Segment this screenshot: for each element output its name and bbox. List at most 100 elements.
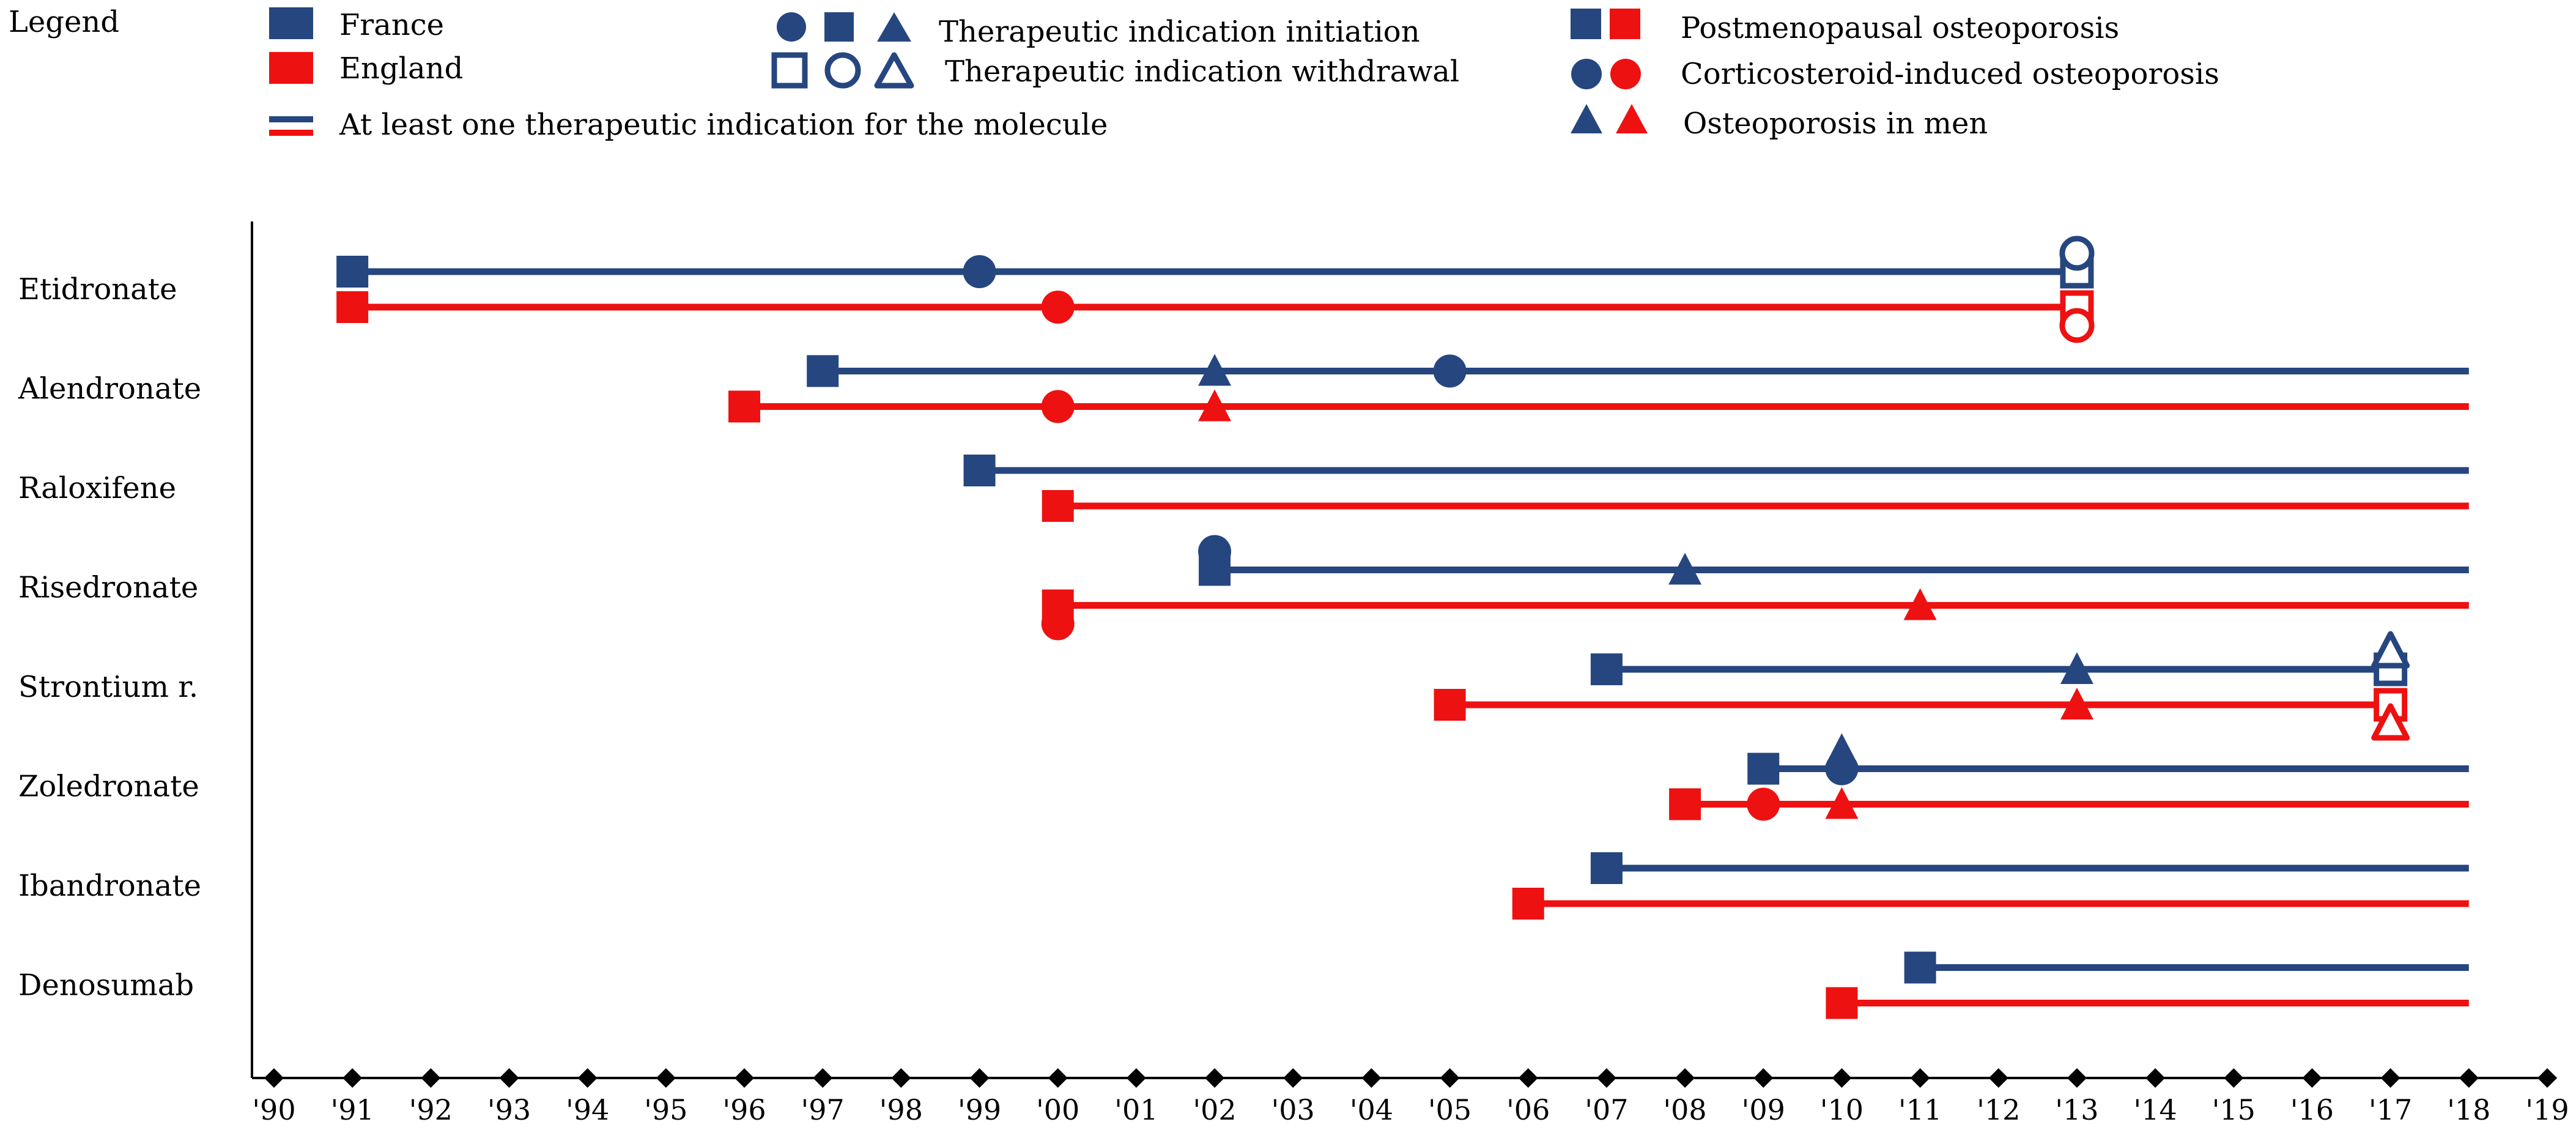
x-tick-marker xyxy=(969,1068,990,1088)
risedronate-england-initiation-circle-marker xyxy=(1041,607,1075,641)
legend-init-label: Therapeutic indication initiation xyxy=(939,15,1420,49)
x-tick-label: '97 xyxy=(801,1093,845,1126)
zoledronate-england-initiation-circle-marker xyxy=(1747,787,1780,821)
x-tick-label: '18 xyxy=(2447,1093,2490,1126)
x-tick-label: '06 xyxy=(1506,1093,1550,1126)
x-tick-marker xyxy=(1361,1068,1382,1088)
x-tick-marker xyxy=(1440,1068,1460,1088)
x-tick-label: '10 xyxy=(1820,1093,1864,1126)
drug-label-strontium-r: Strontium r. xyxy=(18,670,198,704)
x-tick-label: '12 xyxy=(1977,1093,2020,1126)
x-tick-label: '05 xyxy=(1428,1093,1471,1126)
x-tick-marker xyxy=(735,1068,755,1088)
denosumab-england-initiation-square-marker xyxy=(1826,987,1858,1019)
etidronate-england-initiation-circle-marker xyxy=(1041,291,1075,324)
x-tick-label: '11 xyxy=(1898,1093,1942,1126)
x-tick-label: '14 xyxy=(2134,1093,2177,1126)
x-tick-label: '16 xyxy=(2290,1093,2334,1126)
x-tick-marker xyxy=(1675,1068,1695,1088)
zoledronate-england-initiation-square-marker xyxy=(1669,788,1701,820)
x-tick-marker xyxy=(342,1068,363,1088)
legend-pmo-label: Postmenopausal osteoporosis xyxy=(1681,11,2119,45)
x-tick-marker xyxy=(1048,1068,1068,1088)
x-tick-label: '04 xyxy=(1350,1093,1393,1126)
ibandronate-france-initiation-square-marker xyxy=(1590,852,1623,884)
legend-pmo-square-england xyxy=(1610,9,1640,39)
etidronate-france-withdrawal-circle-marker xyxy=(2059,236,2095,271)
legend-men-label: Osteoporosis in men xyxy=(1683,106,1988,141)
x-tick-label: '09 xyxy=(1742,1093,1785,1126)
x-tick-label: '15 xyxy=(2212,1093,2256,1126)
risedronate-france-initiation-triangle-marker xyxy=(1668,552,1702,585)
etidronate-france-initiation-circle-marker xyxy=(963,255,996,288)
strontium-r-france-initiation-triangle-marker xyxy=(2060,652,2093,684)
drug-label-denosumab: Denosumab xyxy=(18,968,194,1003)
drug-label-etidronate: Etidronate xyxy=(18,272,177,307)
legend-init-circle xyxy=(777,12,806,42)
x-tick-marker xyxy=(499,1068,519,1088)
legend-line-label: At least one therapeutic indication for … xyxy=(339,108,1108,142)
x-tick-label: '07 xyxy=(1585,1093,1628,1126)
x-tick-marker xyxy=(2459,1068,2479,1088)
zoledronate-france-initiation-triangle-marker xyxy=(1825,733,1859,765)
x-tick-label: '94 xyxy=(566,1093,609,1126)
zoledronate-england-initiation-triangle-marker xyxy=(1825,787,1859,819)
x-tick-label: '02 xyxy=(1193,1093,1236,1126)
x-tick-label: '90 xyxy=(252,1093,295,1126)
x-tick-marker xyxy=(1518,1068,1538,1088)
x-tick-marker xyxy=(1596,1068,1616,1088)
legend-withdraw-label: Therapeutic indication withdrawal xyxy=(945,54,1459,89)
legend-gio-label: Corticosteroid-induced osteoporosis xyxy=(1681,57,2219,91)
x-tick-label: '13 xyxy=(2055,1093,2098,1126)
drug-label-alendronate: Alendronate xyxy=(18,372,201,406)
legend-line-swatch-england xyxy=(269,130,313,136)
x-tick-marker xyxy=(1910,1068,1930,1088)
legend-england-label: England xyxy=(339,51,463,86)
x-tick-label: '03 xyxy=(1271,1093,1315,1126)
legend-england-swatch xyxy=(269,52,313,84)
x-tick-label: '91 xyxy=(331,1093,374,1126)
raloxifene-england-initiation-square-marker xyxy=(1042,490,1074,522)
x-tick-marker xyxy=(264,1068,284,1088)
x-tick-marker xyxy=(2067,1068,2087,1088)
strontium-r-france-withdrawal-triangle-marker xyxy=(2371,631,2410,669)
x-tick-label: '96 xyxy=(722,1093,766,1126)
x-tick-marker xyxy=(577,1068,598,1088)
timeline-series xyxy=(336,236,2469,1019)
x-axis-ticks: '90 '91 '92 '93 '94 '95 '96 '97 '98 '99 '00 '01 '02 '… xyxy=(252,1068,2569,1126)
legend-withdraw-circle xyxy=(824,52,861,89)
drug-label-zoledronate: Zoledronate xyxy=(18,770,199,804)
legend-pmo-square-france xyxy=(1571,9,1601,39)
x-tick-marker xyxy=(2224,1068,2244,1088)
x-tick-label: '93 xyxy=(487,1093,531,1126)
ibandronate-england-initiation-square-marker xyxy=(1512,888,1544,920)
strontium-r-france-initiation-square-marker xyxy=(1590,653,1623,685)
x-tick-marker xyxy=(2145,1068,2166,1088)
risedronate-france-initiation-circle-marker xyxy=(1198,535,1232,568)
x-tick-marker xyxy=(891,1068,911,1088)
alendronate-france-initiation-circle-marker xyxy=(1433,354,1467,388)
x-tick-label: '92 xyxy=(409,1093,453,1126)
drug-labels: Etidronate Alendronate Raloxifene Risedrona… xyxy=(18,272,201,1003)
alendronate-england-initiation-square-marker xyxy=(728,390,761,423)
x-tick-marker xyxy=(2380,1068,2400,1088)
x-tick-label: '98 xyxy=(879,1093,923,1126)
legend-withdraw-triangle xyxy=(874,52,914,89)
legend-gio-circle-england xyxy=(1610,59,1641,89)
legend-init-square xyxy=(824,12,854,42)
legend-line-swatch-france xyxy=(269,116,313,122)
x-tick-label: '08 xyxy=(1664,1093,1707,1126)
x-tick-marker xyxy=(1126,1068,1146,1088)
strontium-r-england-initiation-triangle-marker xyxy=(2060,688,2093,719)
x-tick-marker xyxy=(1205,1068,1225,1088)
x-tick-label: '17 xyxy=(2369,1093,2412,1126)
legend-init-triangle xyxy=(877,12,911,42)
x-tick-label: '00 xyxy=(1036,1093,1079,1126)
x-tick-marker xyxy=(656,1068,676,1088)
x-tick-marker xyxy=(813,1068,833,1088)
x-tick-marker xyxy=(2302,1068,2322,1088)
etidronate-france-initiation-square-marker xyxy=(336,256,369,288)
x-tick-marker xyxy=(1283,1068,1303,1088)
strontium-r-england-withdrawal-triangle-marker xyxy=(2371,703,2410,741)
